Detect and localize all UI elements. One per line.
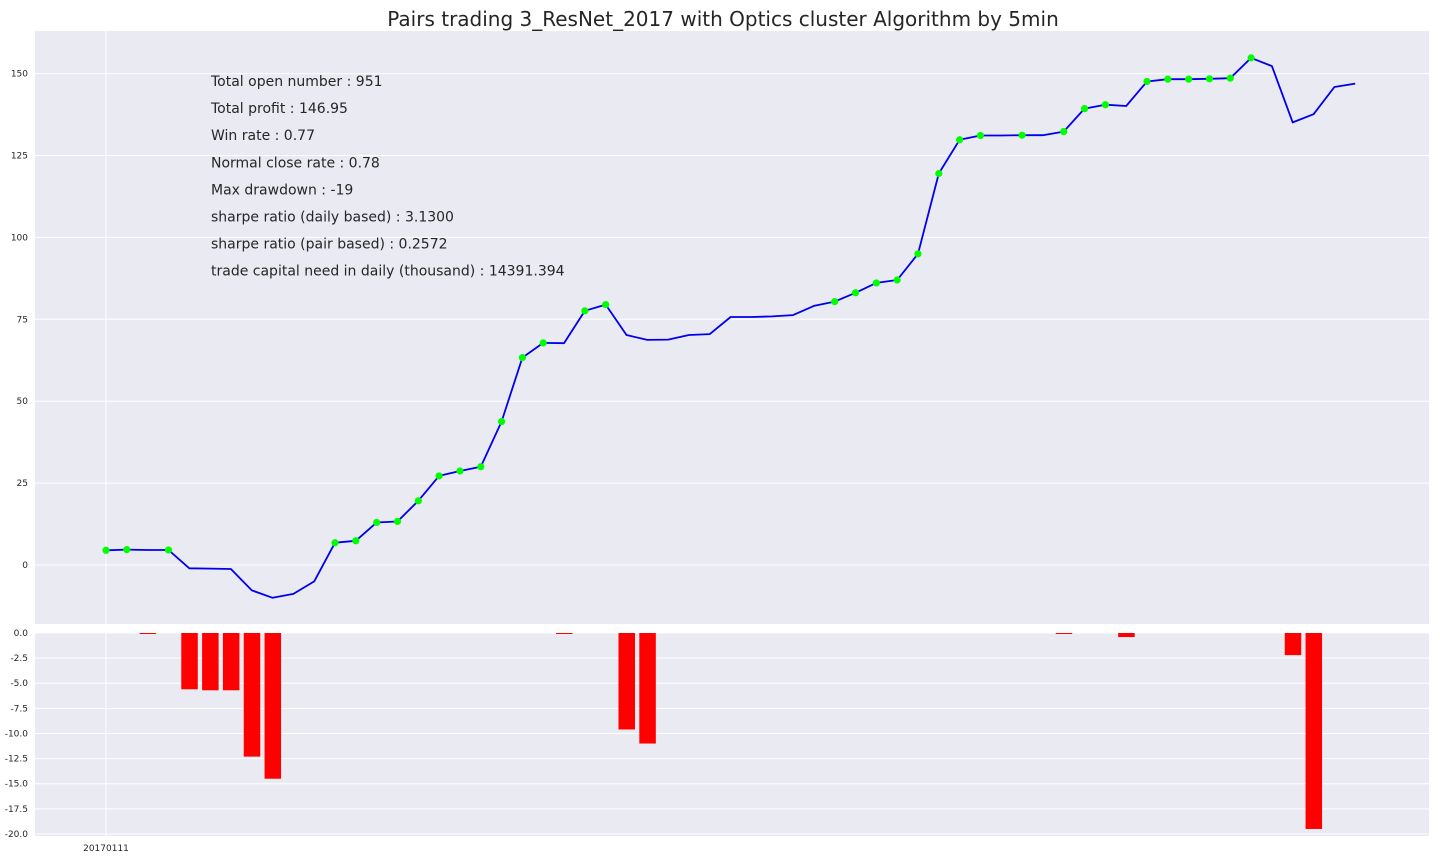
profit-marker <box>602 300 610 309</box>
stat-annotation: sharpe ratio (pair based) : 0.2572 <box>211 237 448 253</box>
profit-marker <box>1185 75 1193 83</box>
drawdown-bar <box>1305 633 1323 829</box>
profit-marker <box>1101 101 1109 109</box>
bottom-y-tick-label: 0.0 <box>14 629 29 639</box>
drawdown-bar <box>1284 633 1302 656</box>
top-y-tick-label: 75 <box>17 315 28 325</box>
top-y-tick-label: 0 <box>22 561 28 571</box>
profit-marker <box>976 131 985 140</box>
profit-marker <box>1143 77 1151 86</box>
bottom-y-tick-labels: 0.0 -2.5 -5.0 -7.5 -10.0 -12.5 -15.0 -17.5 -20.0 <box>5 629 29 840</box>
drawdown-bar <box>556 633 573 635</box>
drawdown-bar <box>243 633 261 757</box>
drawdown-bars <box>139 633 1323 829</box>
profit-marker <box>435 472 443 480</box>
profit-marker <box>935 169 943 178</box>
stat-annotation: Normal close rate : 0.78 <box>211 155 380 171</box>
profit-marker <box>539 339 547 347</box>
profit-marker <box>331 539 339 547</box>
top-y-tick-label: 50 <box>17 397 29 407</box>
bottom-y-tick-label: -15.0 <box>5 780 29 790</box>
top-y-tick-label: 100 <box>11 233 28 243</box>
drawdown-bar <box>202 633 219 691</box>
profit-marker <box>872 279 880 287</box>
profit-marker <box>352 537 360 545</box>
drawdown-bar <box>139 633 157 635</box>
chart-title: Pairs trading 3_ResNet_2017 with Optics … <box>387 7 1059 31</box>
top-y-tick-label: 25 <box>17 479 28 489</box>
top-y-tick-labels: 0 25 50 75 100 125 150 <box>11 70 28 571</box>
profit-marker <box>914 250 922 258</box>
profit-marker <box>1080 105 1089 113</box>
drawdown-bar <box>222 633 240 691</box>
profit-marker <box>102 546 110 554</box>
stat-annotation: sharpe ratio (daily based) : 3.1300 <box>211 210 454 226</box>
bottom-y-tick-label: -2.5 <box>10 654 28 664</box>
profit-marker <box>1018 131 1026 139</box>
profit-marker <box>831 298 839 306</box>
x-tick-label: 20170111 <box>83 844 129 854</box>
top-gridlines <box>35 31 1429 624</box>
bottom-y-tick-label: -5.0 <box>10 679 28 689</box>
profit-marker <box>518 354 527 362</box>
profit-marker <box>893 276 901 284</box>
drawdown-bar <box>181 633 198 690</box>
top-plot-area <box>35 31 1429 624</box>
profit-marker <box>456 467 464 475</box>
profit-marker <box>1247 54 1255 62</box>
profit-marker <box>393 517 402 526</box>
drawdown-bar <box>1055 633 1073 635</box>
profit-marker <box>1226 74 1234 82</box>
profit-marker <box>414 497 422 505</box>
stat-annotation: Win rate : 0.77 <box>211 128 315 144</box>
drawdown-bar <box>618 633 635 730</box>
bottom-y-tick-label: -20.0 <box>5 830 29 840</box>
top-y-tick-label: 150 <box>11 70 28 80</box>
profit-marker <box>851 289 860 297</box>
drawdown-bar <box>264 633 282 779</box>
stats-annotations: Total open number : 951 Total profit : 14… <box>210 74 565 280</box>
profit-marker <box>477 463 485 471</box>
top-y-tick-label: 125 <box>11 151 28 161</box>
profit-marker <box>1205 75 1214 83</box>
drawdown-bar <box>1118 633 1135 638</box>
profit-markers <box>102 54 1255 554</box>
stat-annotation: Max drawdown : -19 <box>211 182 353 198</box>
profit-marker <box>1060 127 1068 136</box>
drawdown-bar <box>639 633 656 744</box>
profit-marker <box>1164 75 1172 83</box>
bottom-y-tick-label: -12.5 <box>5 755 28 765</box>
profit-marker <box>164 546 173 554</box>
bottom-y-tick-label: -7.5 <box>10 704 28 714</box>
stat-annotation: Total open number : 951 <box>210 74 383 90</box>
profit-marker <box>123 546 131 554</box>
profit-marker <box>373 518 381 527</box>
bottom-y-tick-label: -17.5 <box>5 805 28 815</box>
profit-marker <box>497 417 506 426</box>
profit-marker <box>581 307 589 315</box>
bottom-y-tick-label: -10.0 <box>5 729 29 739</box>
profit-marker <box>956 136 964 144</box>
stat-annotation: Total profit : 146.95 <box>210 101 348 117</box>
stat-annotation: trade capital need in daily (thousand) :… <box>211 264 565 280</box>
